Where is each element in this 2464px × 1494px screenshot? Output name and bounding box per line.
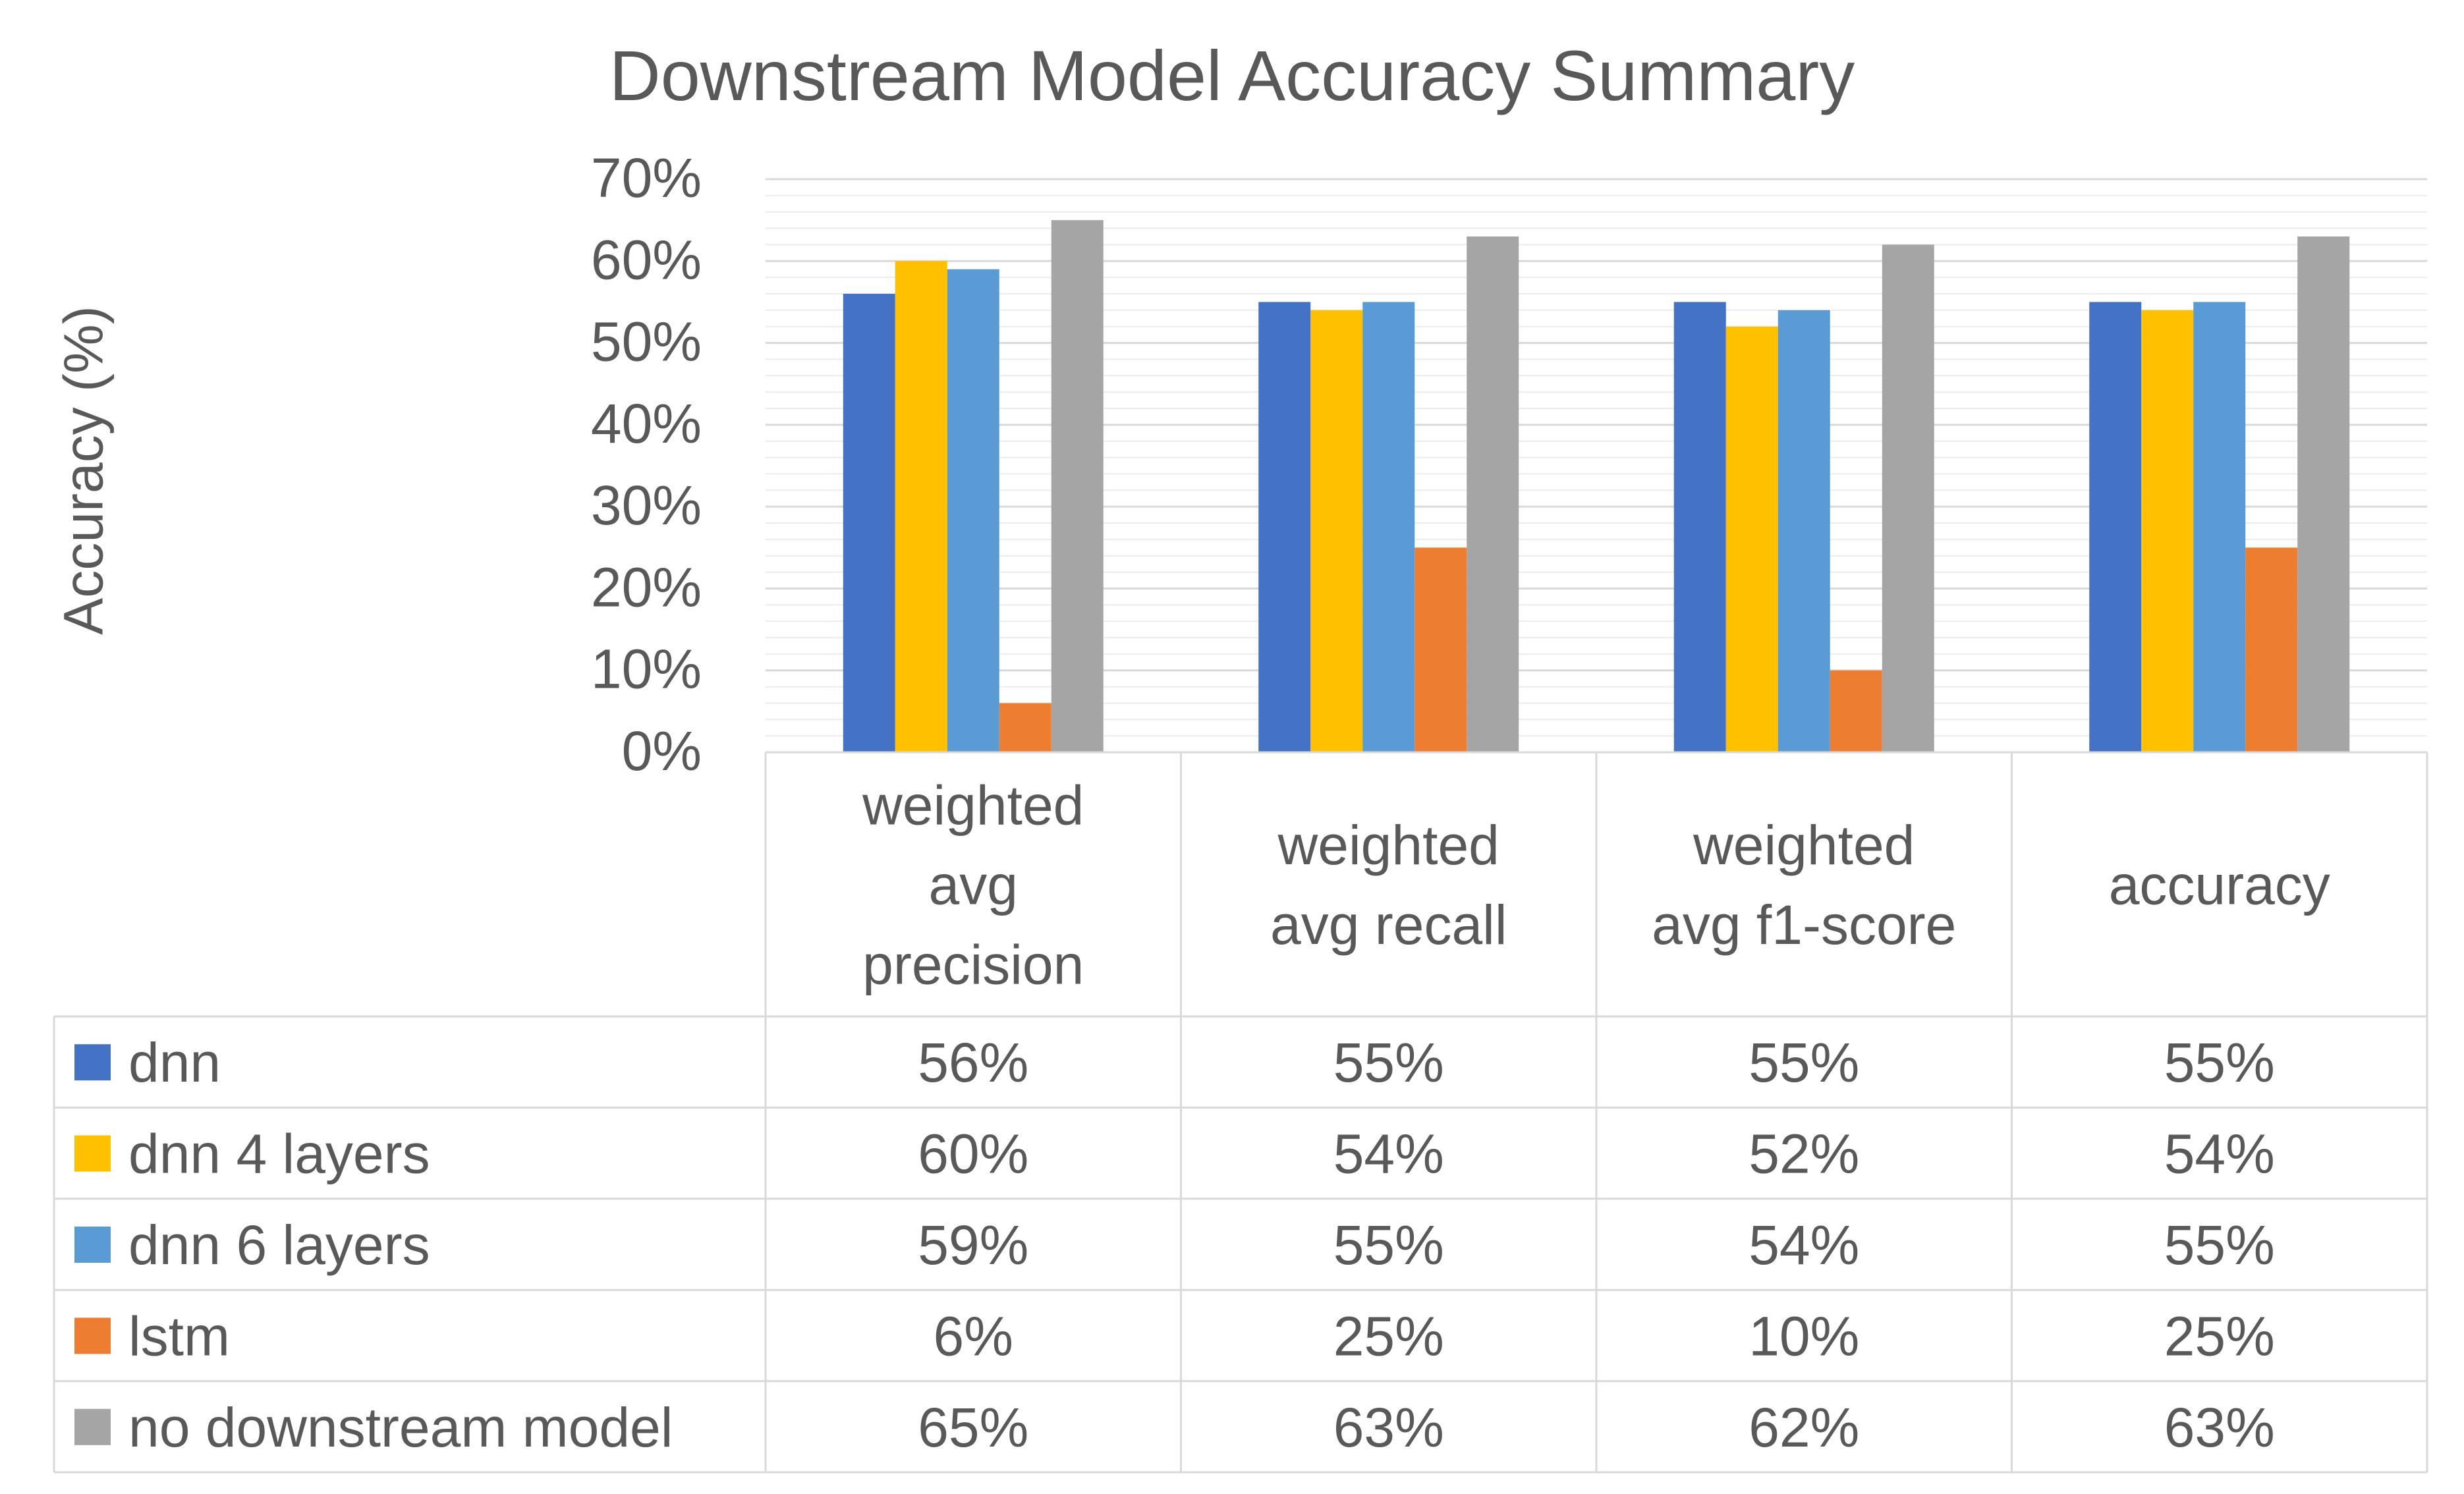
category-label: avg f1-score: [1652, 894, 1956, 956]
data-table-value: 52%: [1749, 1123, 1859, 1185]
legend-swatch-no-downstream-model: [74, 1408, 111, 1445]
category-label: precision: [862, 934, 1084, 996]
legend-label: lstm: [128, 1305, 230, 1367]
category-label: weighted: [1693, 814, 1915, 876]
data-table-value: 6%: [934, 1305, 1013, 1367]
data-table-value: 54%: [1749, 1214, 1859, 1276]
bar-dnn-6-layers-2: [1778, 310, 1830, 752]
data-table-value: 55%: [1333, 1214, 1444, 1276]
y-tick-label: 10%: [591, 638, 702, 700]
legend-swatch-dnn: [74, 1044, 111, 1081]
bar-lstm-1: [1414, 547, 1467, 752]
y-tick-label: 60%: [591, 229, 702, 290]
bar-no-downstream-model-2: [1882, 244, 1934, 752]
bar-no-downstream-model-3: [2297, 236, 2350, 752]
legend-label: no downstream model: [128, 1397, 673, 1458]
data-table-value: 59%: [918, 1214, 1028, 1276]
data-table-value: 54%: [2164, 1123, 2275, 1185]
y-tick-label: 0%: [622, 720, 702, 782]
bar-dnn-0: [843, 294, 895, 752]
legend-swatch-lstm: [74, 1317, 111, 1354]
legend-label: dnn 4 layers: [128, 1123, 430, 1185]
bar-dnn-6-layers-0: [947, 269, 999, 752]
bar-dnn-3: [2089, 302, 2142, 752]
y-tick-label: 50%: [591, 311, 702, 373]
bar-dnn-2: [1673, 302, 1726, 752]
bar-no-downstream-model-1: [1467, 236, 1519, 752]
bar-dnn-4-layers-1: [1310, 310, 1363, 752]
data-table-value: 54%: [1333, 1123, 1444, 1185]
bar-dnn-4-layers-2: [1725, 326, 1778, 752]
category-label: accuracy: [2109, 854, 2330, 916]
legend-swatch-dnn-6-layers: [74, 1227, 111, 1263]
y-tick-label: 40%: [591, 393, 702, 455]
data-table-value: 60%: [918, 1123, 1028, 1185]
bar-dnn-6-layers-1: [1362, 302, 1415, 752]
data-table-value: 63%: [1333, 1397, 1444, 1458]
y-tick-label: 20%: [591, 556, 702, 618]
data-table-value: 62%: [1749, 1397, 1859, 1458]
bar-dnn-6-layers-3: [2193, 302, 2246, 752]
bar-dnn-4-layers-0: [895, 261, 947, 752]
legend-label: dnn: [128, 1032, 221, 1093]
bar-dnn-1: [1258, 302, 1311, 752]
legend-swatch-dnn-4-layers: [74, 1135, 111, 1172]
category-label: weighted: [862, 775, 1084, 837]
data-table-value: 55%: [1333, 1032, 1444, 1093]
category-label: weighted: [1277, 814, 1499, 876]
chart-title: Downstream Model Accuracy Summary: [609, 36, 1855, 115]
legend-label: dnn 6 layers: [128, 1214, 430, 1276]
data-table-value: 63%: [2164, 1397, 2275, 1458]
bar-dnn-4-layers-3: [2141, 310, 2194, 752]
bar-no-downstream-model-0: [1051, 220, 1104, 753]
data-table-value: 25%: [2164, 1305, 2275, 1367]
data-table-value: 65%: [918, 1397, 1028, 1458]
bar-lstm-3: [2245, 547, 2298, 752]
category-label: avg: [929, 854, 1018, 916]
data-table-value: 25%: [1333, 1305, 1444, 1367]
data-table-value: 55%: [2164, 1214, 2275, 1276]
category-label: avg recall: [1270, 894, 1507, 956]
y-tick-label: 30%: [591, 474, 702, 536]
data-table-value: 55%: [2164, 1032, 2275, 1093]
y-tick-label: 70%: [591, 147, 702, 209]
bar-lstm-0: [999, 703, 1051, 752]
data-table-value: 55%: [1749, 1032, 1859, 1093]
bar-lstm-2: [1830, 670, 1882, 752]
data-table-value: 10%: [1749, 1305, 1859, 1367]
data-table-value: 56%: [918, 1032, 1028, 1093]
